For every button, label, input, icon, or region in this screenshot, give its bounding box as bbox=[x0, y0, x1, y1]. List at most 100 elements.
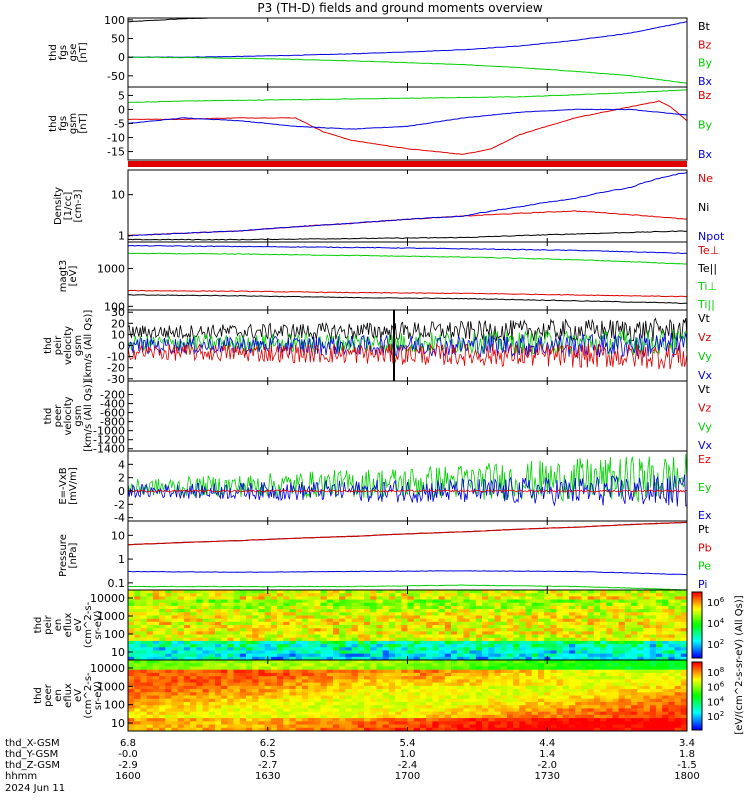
x-tick-label: 1800 bbox=[674, 771, 699, 782]
panel-y-label: [nT] bbox=[78, 113, 89, 133]
x-tick-label: -2.4 bbox=[398, 760, 418, 771]
legend-Bt: Bt bbox=[698, 20, 711, 33]
y-tick-label: 0 bbox=[118, 340, 125, 353]
panel-y-label: thd bbox=[43, 337, 54, 354]
series-Ti||-line bbox=[128, 294, 687, 305]
panel-y-label: peir bbox=[43, 614, 54, 634]
panel-y-label: peir bbox=[53, 335, 64, 355]
series-Te⊥-line bbox=[128, 244, 687, 255]
panel-8: 10 1 0.1 Pressure [nPa] Pt Pb Pe Pi bbox=[58, 520, 712, 591]
y-tick-label: 0 bbox=[118, 103, 125, 116]
x-tick-label: -0.0 bbox=[118, 749, 138, 760]
colorbar-tick: 106 bbox=[707, 681, 725, 694]
panel-9: 10000 1000 100 10 thd peir en eflux eV (cm^2-s-sr… bbox=[33, 589, 688, 661]
series-Te||-line bbox=[128, 289, 687, 298]
y-tick-label: -1400 bbox=[93, 443, 125, 456]
legend-Vt: Vt bbox=[698, 312, 711, 325]
series-Ey-line bbox=[128, 453, 687, 502]
x-axis-labels: thd_X-GSM 6.8 6.2 5.4 4.4 3.4 thd_Y-GSM -0.0 0.5… bbox=[5, 738, 700, 794]
series-By-line bbox=[128, 56, 687, 84]
series-Ni-line bbox=[128, 230, 687, 241]
panel-y-label: fgs bbox=[58, 45, 69, 60]
legend-Ne: Ne bbox=[698, 172, 713, 185]
legend-Pe: Pe bbox=[698, 560, 711, 573]
y-tick-label: 100 bbox=[104, 628, 125, 641]
x-row-label: thd_Z-GSM bbox=[5, 760, 60, 771]
legend-Ez: Ez bbox=[698, 453, 711, 466]
panel-y-label: peer bbox=[43, 683, 54, 707]
colorbar-tick: 106 bbox=[707, 596, 725, 609]
series-Bx-line bbox=[128, 21, 687, 58]
legend-By: By bbox=[698, 119, 713, 132]
panel-1: 100 50 0 -50 thd fgs gse [nT] Bt Bz By Bx bbox=[48, 14, 713, 88]
panel-y-label: peer bbox=[53, 404, 64, 428]
legend-Vz: Vz bbox=[698, 331, 712, 344]
y-tick-label: 30 bbox=[111, 306, 125, 319]
panel-frame bbox=[127, 241, 688, 311]
legend-Bz: Bz bbox=[698, 89, 712, 102]
colorbar-tick: 102 bbox=[707, 710, 724, 723]
x-tick-label: 3.4 bbox=[679, 738, 695, 749]
x-tick-label: 1700 bbox=[395, 771, 420, 782]
panel-y-label: gsm bbox=[68, 113, 79, 134]
legend-Vy: Vy bbox=[698, 350, 712, 363]
x-row-label: hhmm bbox=[5, 771, 37, 782]
panel-y-label: [nT] bbox=[78, 42, 89, 62]
panel-y-label: (cm^2-s- bbox=[83, 672, 94, 719]
x-row-label: thd_X-GSM bbox=[5, 738, 60, 749]
spectrogram bbox=[128, 660, 687, 731]
legend-Ni: Ni bbox=[698, 201, 709, 214]
panel-y-label: [nPa] bbox=[68, 542, 79, 568]
legend-Vy: Vy bbox=[698, 420, 712, 433]
panel-y-label: (cm^2-s- bbox=[83, 601, 94, 648]
y-tick-label: 10 bbox=[111, 189, 125, 202]
panel-y-label: en bbox=[53, 619, 64, 632]
panel-frame bbox=[127, 520, 688, 591]
legend-Bx: Bx bbox=[698, 148, 713, 161]
panel-y-label: eflux bbox=[63, 683, 74, 708]
panel-y-label: fgs bbox=[58, 116, 69, 131]
panel-y-label: thd bbox=[43, 408, 54, 425]
panel-y-label: sr-eV) bbox=[93, 610, 104, 639]
legend-Vt: Vt bbox=[698, 383, 711, 396]
red-band bbox=[128, 161, 687, 167]
series-By-line bbox=[128, 89, 687, 103]
panel-y-label: velocity bbox=[63, 396, 74, 435]
series-Pi-line bbox=[128, 570, 687, 576]
series-Pe-line bbox=[128, 584, 687, 590]
x-tick-label: -2.7 bbox=[258, 760, 278, 771]
y-tick-label: 0 bbox=[118, 51, 125, 64]
y-tick-label: -50 bbox=[107, 70, 125, 83]
legend-Vx: Vx bbox=[698, 369, 713, 382]
y-tick-label: 1000 bbox=[97, 680, 125, 693]
panel-y-label: [cm-3] bbox=[73, 189, 84, 222]
series-Pb-line bbox=[128, 521, 687, 546]
colorbar-tick: 102 bbox=[707, 638, 724, 651]
series-Vt-line bbox=[128, 317, 687, 342]
y-tick-label: 100 bbox=[104, 300, 125, 313]
y-tick-label: 10 bbox=[111, 646, 125, 659]
y-tick-label: 20 bbox=[111, 317, 125, 330]
series-Ti⊥-line bbox=[128, 252, 687, 265]
plot-title: P3 (TH-D) fields and ground moments over… bbox=[257, 1, 542, 15]
x-tick-label: 0.5 bbox=[260, 749, 276, 760]
legend-Ti||: Ti|| bbox=[697, 298, 715, 311]
legend-Bz: Bz bbox=[698, 38, 712, 51]
legend-Ex: Ex bbox=[698, 509, 712, 522]
y-tick-label: 10000 bbox=[90, 662, 125, 675]
panel-y-label: thd bbox=[48, 115, 59, 132]
x-row-label: thd_Y-GSM bbox=[5, 749, 58, 760]
x-tick-label: -1.5 bbox=[677, 760, 697, 771]
x-tick-label: 1.0 bbox=[400, 749, 416, 760]
legend-By: By bbox=[698, 57, 713, 70]
y-tick-label: 1000 bbox=[97, 262, 125, 275]
panel-y-label: [mV/m] bbox=[68, 467, 79, 505]
y-tick-label: -1000 bbox=[93, 425, 125, 438]
panel-y-label: [1/cc] bbox=[63, 192, 74, 221]
y-tick-label: 100 bbox=[104, 14, 125, 27]
colorbar-label: [eV/(cm^2-s-sr-eV) (All Qs)] bbox=[734, 595, 745, 734]
y-tick-label: -5 bbox=[114, 118, 125, 131]
